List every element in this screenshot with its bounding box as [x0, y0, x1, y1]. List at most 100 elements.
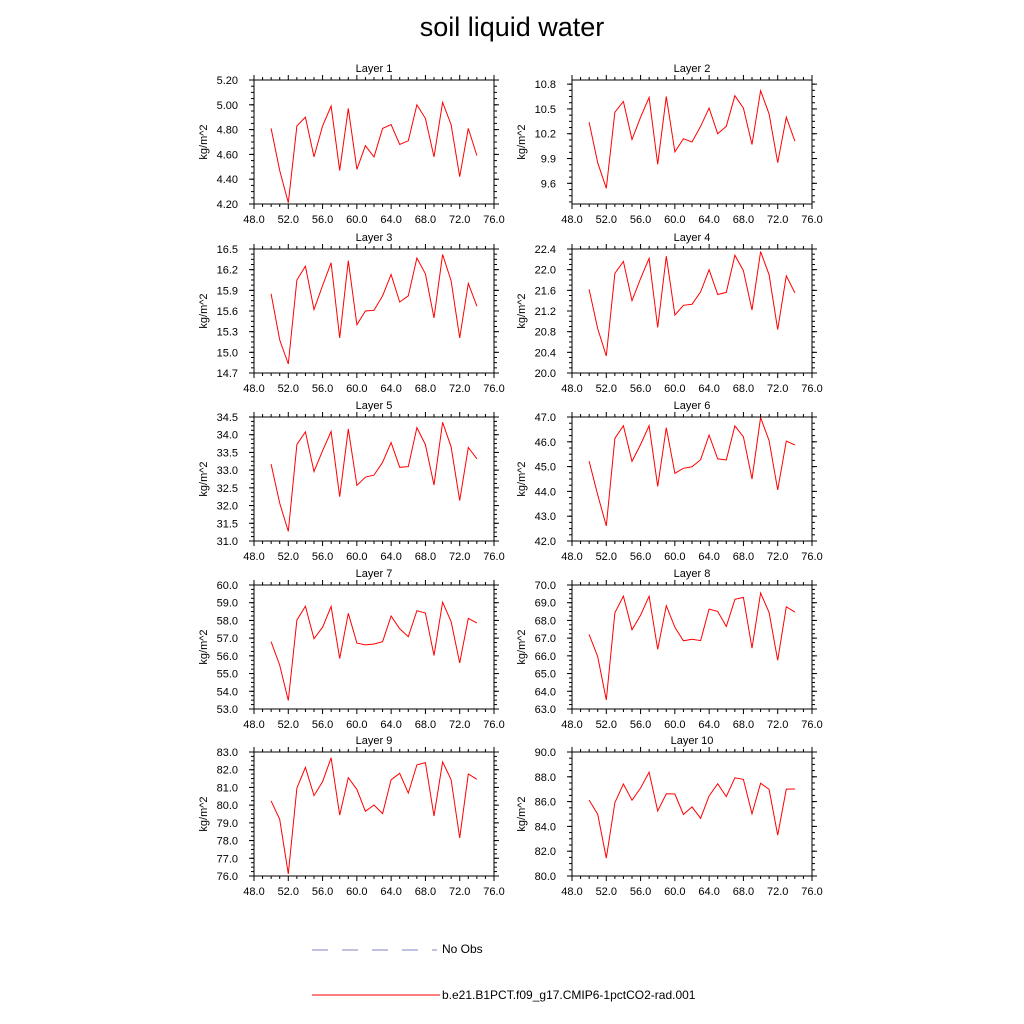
x-tick-label: 52.0 — [596, 886, 617, 898]
y-tick-label: 53.0 — [217, 704, 238, 716]
y-tick-label: 20.8 — [535, 327, 556, 339]
series-line — [588, 417, 796, 527]
panel-7: Layer 7 kg/m^2 48.0 52.0 56.0 60.0 64.0 68.0 72.… — [198, 568, 505, 731]
x-tick-label: 52.0 — [278, 886, 299, 898]
x-tick-label: 48.0 — [561, 886, 582, 898]
y-tick-label: 58.0 — [217, 615, 238, 627]
x-tick-label: 76.0 — [483, 719, 504, 731]
x-tick-label: 48.0 — [561, 719, 582, 731]
panel-4: Layer 4 kg/m^2 48.0 52.0 56.0 60.0 64.0 68.0 72.… — [516, 232, 823, 395]
x-tick-label: 64.0 — [380, 886, 401, 898]
y-tick-label: 4.60 — [217, 149, 238, 161]
panel-title: Layer 2 — [674, 63, 711, 75]
x-tick-label: 72.0 — [767, 886, 788, 898]
y-axis-label: kg/m^2 — [516, 293, 528, 328]
x-tick-label: 48.0 — [561, 214, 582, 226]
y-tick-label: 60.0 — [217, 580, 238, 592]
x-tick-label: 56.0 — [630, 383, 651, 395]
series-line — [588, 591, 796, 701]
x-tick-label: 76.0 — [483, 214, 504, 226]
plot-frame — [253, 416, 495, 542]
x-tick-label: 60.0 — [664, 383, 685, 395]
legend-no-obs-swatch — [312, 949, 437, 951]
y-tick-label: 54.0 — [217, 686, 238, 698]
series-line — [588, 88, 796, 189]
x-tick-label: 48.0 — [243, 719, 264, 731]
y-axis-label: kg/m^2 — [516, 629, 528, 664]
x-tick-label: 72.0 — [767, 551, 788, 563]
x-tick-label: 64.0 — [380, 214, 401, 226]
x-tick-label: 60.0 — [664, 719, 685, 731]
y-tick-label: 83.0 — [217, 747, 238, 759]
plot-frame — [253, 79, 495, 205]
y-tick-label: 34.5 — [217, 412, 238, 424]
x-tick-label: 64.0 — [698, 383, 719, 395]
y-tick-label: 45.0 — [535, 462, 556, 474]
x-tick-label: 68.0 — [415, 383, 436, 395]
y-axis-label: kg/m^2 — [198, 293, 210, 328]
x-tick-label: 60.0 — [346, 551, 367, 563]
y-tick-label: 4.40 — [217, 174, 238, 186]
y-tick-label: 15.9 — [217, 285, 238, 297]
x-tick-label: 48.0 — [561, 383, 582, 395]
panel-2: Layer 2 kg/m^2 48.0 52.0 56.0 60.0 64.0 68.0 72.… — [516, 63, 823, 226]
plot-frame — [571, 751, 813, 877]
panel-3: Layer 3 kg/m^2 48.0 52.0 56.0 60.0 64.0 68.0 72.… — [198, 232, 505, 395]
y-tick-label: 15.3 — [217, 327, 238, 339]
panel-title: Layer 6 — [674, 400, 711, 412]
series-line — [270, 600, 478, 701]
x-tick-label: 52.0 — [596, 383, 617, 395]
y-tick-label: 82.0 — [217, 765, 238, 777]
x-tick-label: 48.0 — [243, 886, 264, 898]
x-tick-label: 68.0 — [733, 214, 754, 226]
series-line — [270, 757, 478, 874]
y-axis-label: kg/m^2 — [516, 796, 528, 831]
y-tick-label: 32.5 — [217, 483, 238, 495]
x-tick-label: 60.0 — [664, 886, 685, 898]
x-tick-label: 68.0 — [415, 214, 436, 226]
panel-5: Layer 5 kg/m^2 48.0 52.0 56.0 60.0 64.0 68.0 72.… — [198, 400, 505, 563]
y-tick-label: 5.00 — [217, 100, 238, 112]
y-tick-label: 21.6 — [535, 285, 556, 297]
x-tick-label: 68.0 — [415, 719, 436, 731]
panel-9: Layer 9 kg/m^2 48.0 52.0 56.0 60.0 64.0 68.0 72.… — [198, 735, 505, 898]
x-tick-label: 68.0 — [733, 551, 754, 563]
x-tick-label: 72.0 — [449, 383, 470, 395]
y-tick-label: 5.20 — [217, 75, 238, 87]
y-axis-label: kg/m^2 — [198, 629, 210, 664]
y-tick-label: 64.0 — [535, 686, 556, 698]
x-tick-label: 76.0 — [801, 551, 822, 563]
x-tick-label: 52.0 — [278, 551, 299, 563]
panel-title: Layer 3 — [356, 232, 393, 244]
y-tick-label: 90.0 — [535, 747, 556, 759]
plot-frame — [253, 584, 495, 710]
y-tick-label: 14.7 — [217, 368, 238, 380]
x-tick-label: 68.0 — [733, 719, 754, 731]
x-tick-label: 76.0 — [483, 551, 504, 563]
y-tick-label: 20.4 — [535, 347, 556, 359]
y-tick-label: 68.0 — [535, 615, 556, 627]
y-tick-label: 76.0 — [217, 871, 238, 883]
x-tick-label: 60.0 — [346, 886, 367, 898]
x-tick-label: 72.0 — [767, 719, 788, 731]
y-tick-label: 20.0 — [535, 368, 556, 380]
y-tick-label: 15.0 — [217, 347, 238, 359]
y-tick-label: 79.0 — [217, 818, 238, 830]
panel-title: Layer 7 — [356, 568, 393, 580]
x-tick-label: 68.0 — [415, 551, 436, 563]
x-tick-label: 72.0 — [767, 214, 788, 226]
series-line — [270, 422, 478, 532]
plot-frame — [253, 248, 495, 374]
x-tick-label: 48.0 — [243, 551, 264, 563]
series-line — [588, 251, 796, 357]
y-axis-label: kg/m^2 — [516, 124, 528, 159]
plot-frame — [571, 416, 813, 542]
x-tick-label: 64.0 — [698, 886, 719, 898]
x-tick-label: 60.0 — [346, 214, 367, 226]
y-tick-label: 10.5 — [535, 104, 556, 116]
y-tick-label: 33.0 — [217, 465, 238, 477]
y-tick-label: 66.0 — [535, 651, 556, 663]
plot-frame — [571, 584, 813, 710]
x-tick-label: 64.0 — [380, 551, 401, 563]
